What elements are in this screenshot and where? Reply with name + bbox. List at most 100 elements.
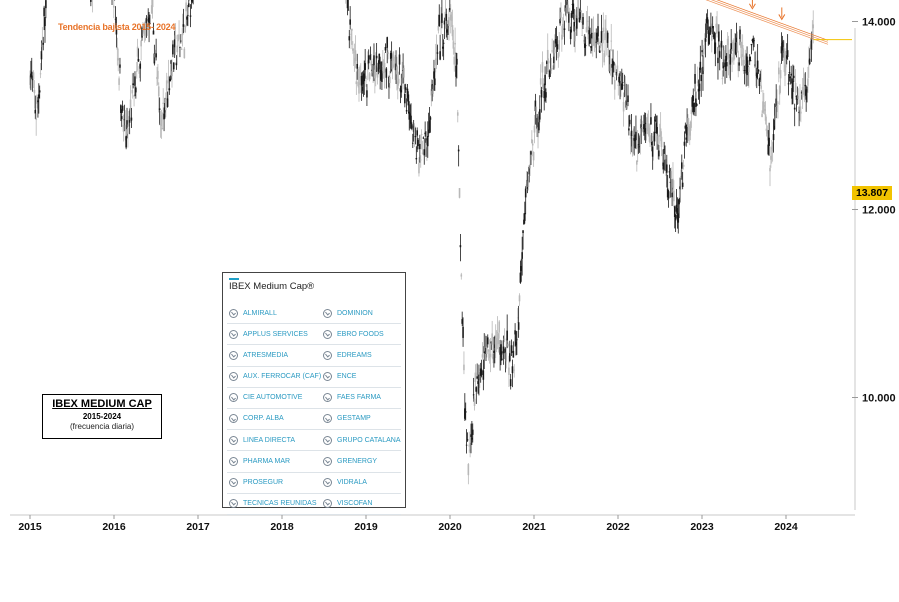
candle-body [728,61,731,69]
candle-body [429,117,432,120]
compass-icon [323,372,332,382]
candle-body [408,111,411,120]
candle-body [472,394,475,396]
candle-body [165,80,168,91]
member-link[interactable]: ATRESMEDIA [229,345,288,365]
candle-body [398,54,401,65]
member-link[interactable]: CIE AUTOMOTIVE [229,388,302,408]
candle-body [633,138,635,141]
member-name: GRENERGY [337,457,378,465]
member-link[interactable]: GESTAMP [323,409,371,429]
candle-body [601,42,604,52]
candle-body [136,46,139,57]
candle-body [595,41,598,43]
candle-body [496,332,499,334]
candle-body [691,96,694,107]
member-link[interactable]: ALMIRALL [229,303,277,323]
candle-body [617,84,620,86]
candle-body [483,346,486,354]
candle-body [798,111,800,114]
member-link[interactable]: EBRO FOODS [323,324,384,344]
candle-body [391,58,394,70]
candle-body [387,52,389,54]
member-row: ALMIRALL DOMINION [227,303,401,325]
candle-body [532,151,535,161]
candle-body [568,22,571,28]
candle-body [450,16,453,21]
candle-body [684,125,687,129]
member-link[interactable]: VIDRALA [323,473,367,493]
candle-body [685,137,688,140]
candle-body [586,20,589,22]
candle-body [613,62,615,66]
candle-body [688,126,691,136]
candle-body [763,109,766,111]
member-link[interactable]: CORP. ALBA [229,409,284,429]
candle-body [760,85,762,89]
member-link[interactable]: APPLUS SERVICES [229,324,308,344]
member-link[interactable]: TECNICAS REUNIDAS [229,494,317,514]
member-name: VISCOFAN [337,500,373,508]
candle-body [526,179,529,189]
member-link[interactable]: DOMINION [323,303,373,323]
candle-body [750,44,753,46]
candle-body [780,46,783,54]
candle-body [707,30,710,34]
candle-body [156,76,158,80]
member-link[interactable]: LINEA DIRECTA [229,430,295,450]
candle-body [172,44,174,55]
candle-body [471,437,473,440]
candle-body [530,151,532,155]
candle-body [553,49,556,54]
candle-body [696,81,699,83]
candle-body [756,60,759,69]
candle-body [740,41,742,48]
candle-body [741,45,744,49]
candle-body [410,115,412,124]
x-tick-label: 2015 [18,521,42,533]
candle-body [396,66,398,75]
member-link[interactable]: GRUPO CATALANA [323,430,401,450]
candle-body [501,351,503,361]
candle-body [770,147,773,149]
candle-body [531,139,533,144]
member-link[interactable]: AUX. FERROCAR (CAF) [229,367,321,387]
candle-body [379,70,381,73]
candle-body [796,97,799,100]
candle-body [724,62,726,68]
candle-body [597,26,599,37]
compass-icon [323,350,332,360]
member-link[interactable]: PHARMA MAR [229,451,290,471]
candle-body [655,123,658,134]
candle-body [727,50,730,59]
candle-body [747,66,749,73]
candle-body [176,45,179,53]
candle-body [178,34,180,40]
candle-body [149,23,151,24]
candle-body [677,213,680,223]
candle-body [568,13,570,23]
candle-body [366,90,368,98]
candle-body [604,33,606,41]
member-link[interactable]: PROSEGUR [229,473,283,493]
member-link[interactable]: FAES FARMA [323,388,381,408]
candle-body [38,90,41,93]
candle-body [373,55,375,66]
candle-body [30,73,32,78]
member-link[interactable]: GRENERGY [323,451,377,471]
candle-body [189,15,192,17]
candle-body [180,40,182,42]
candle-body [124,125,127,131]
member-link[interactable]: EDREAMS [323,345,372,365]
candle-body [720,40,723,48]
member-link[interactable]: VISCOFAN [323,494,372,514]
candle-body [793,107,796,110]
candle-body [523,219,525,225]
candle-body [733,48,736,53]
candle-body [807,78,809,86]
candle-body [534,100,537,112]
candle-body [692,95,695,102]
candle-body [413,125,416,133]
candle-body [459,245,462,248]
member-link[interactable]: ENCE [323,367,356,387]
